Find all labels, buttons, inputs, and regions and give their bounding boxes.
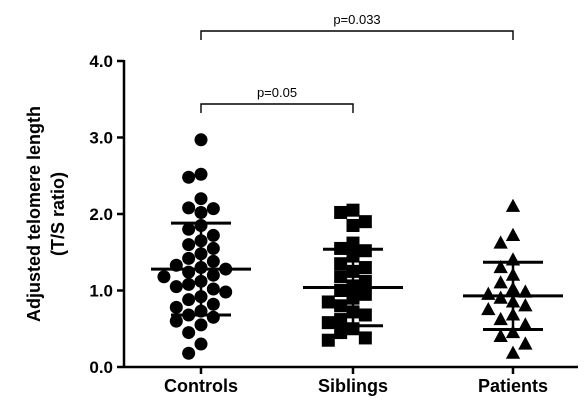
data-point-patients [481, 301, 496, 316]
data-point-controls [194, 205, 208, 219]
data-point-patients [493, 259, 508, 274]
data-point-controls [182, 277, 196, 291]
data-point-patients [518, 284, 533, 298]
x-category-label: Patients [478, 376, 548, 396]
data-point-siblings [334, 205, 348, 219]
p-value-label: p=0.033 [333, 12, 380, 27]
data-point-siblings [346, 236, 360, 250]
significance-annotations: p=0.05 p=0.033 [200, 12, 514, 113]
y-tick-label: 3.0 [89, 129, 113, 148]
data-point-siblings [358, 274, 372, 288]
data-point-controls [194, 337, 208, 351]
data-point-patients [493, 328, 508, 342]
x-category-label: Controls [164, 376, 238, 396]
data-point-controls [206, 310, 220, 324]
data-point-siblings [346, 218, 360, 232]
data-point-siblings [334, 257, 348, 271]
data-point-controls [206, 268, 220, 282]
data-point-patients [518, 298, 533, 312]
y-axis-title-line2: (T/S ratio) [48, 172, 68, 256]
data-point-siblings [334, 299, 348, 313]
data-point-patients [493, 275, 508, 289]
data-point-patients [505, 324, 521, 339]
data-point-siblings [321, 295, 335, 309]
data-point-controls [219, 285, 233, 299]
y-axis-title-line1: Adjusted telomere length [24, 106, 44, 322]
data-point-controls [169, 280, 183, 294]
data-point-controls [182, 346, 196, 360]
data-point-patients [518, 336, 533, 350]
data-point-siblings [358, 287, 372, 301]
data-point-patients [505, 227, 521, 241]
data-point-controls [206, 297, 220, 311]
data-point-siblings [346, 203, 360, 217]
significance-bracket [200, 103, 354, 113]
data-point-controls [206, 254, 220, 268]
data-point-siblings [358, 331, 372, 345]
y-tick-label: 1.0 [89, 282, 113, 301]
y-axis-ticks: 0.0 1.0 2.0 3.0 4.0 [89, 52, 124, 377]
data-point-controls [182, 222, 196, 236]
data-point-controls [206, 202, 220, 216]
data-point-controls [206, 241, 220, 255]
data-point-controls [194, 318, 208, 332]
data-point-controls [182, 238, 196, 252]
p-value-label: p=0.05 [257, 85, 297, 100]
data-point-controls [169, 300, 183, 314]
data-point-controls [194, 133, 208, 147]
data-point-controls [157, 270, 171, 284]
data-point-patients [505, 198, 521, 212]
data-point-controls [182, 201, 196, 215]
significance-bracket [200, 30, 514, 40]
data-point-controls [206, 228, 220, 242]
y-tick-label: 4.0 [89, 52, 113, 71]
y-axis-title: Adjusted telomere length (T/S ratio) [24, 106, 68, 322]
data-point-controls [182, 170, 196, 184]
data-point-controls [182, 251, 196, 265]
data-point-patients [505, 345, 521, 359]
data-point-siblings [358, 215, 372, 229]
data-point-siblings [358, 261, 372, 275]
data-point-controls [194, 192, 208, 206]
data-point-siblings [358, 244, 372, 258]
data-point-siblings [334, 313, 348, 327]
x-category-label: Siblings [318, 376, 388, 396]
x-axis-categories: Controls Siblings Patients [164, 367, 548, 396]
data-point-patients [518, 317, 533, 331]
data-point-patients [481, 286, 496, 300]
data-point-controls [206, 282, 220, 296]
data-points [157, 133, 533, 360]
mean-sd-bars [151, 221, 563, 332]
data-point-controls [194, 167, 208, 181]
data-point-controls [182, 293, 196, 307]
data-point-siblings [321, 333, 335, 347]
data-point-siblings [358, 308, 372, 322]
y-tick-label: 2.0 [89, 205, 113, 224]
data-point-siblings [334, 270, 348, 284]
data-point-patients [493, 235, 508, 249]
data-point-controls [169, 314, 183, 328]
y-tick-label: 0.0 [89, 358, 113, 377]
data-point-siblings [334, 326, 348, 340]
data-point-patients [493, 311, 508, 326]
data-point-controls [182, 326, 196, 340]
